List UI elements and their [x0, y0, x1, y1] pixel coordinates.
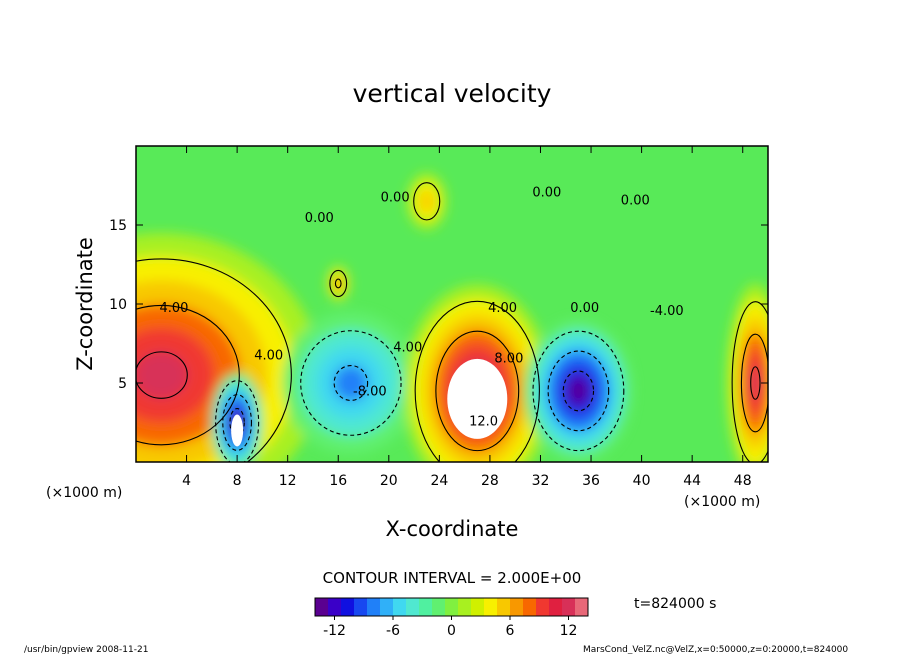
contour-line: [136, 258, 292, 462]
contour-line: [222, 394, 253, 451]
x-axis-label: X-coordinate: [386, 517, 519, 541]
field-level: [335, 279, 342, 288]
contour-line: [300, 330, 402, 436]
contour-label: 4.00: [254, 348, 283, 363]
contour-line: [740, 333, 768, 433]
x-unit-left: (×1000 m): [46, 485, 122, 501]
contour-labels: 4.00 4.00 -8.00 4.00 4.00 8.00 12.0 0.00 0.00 0.0…: [159, 186, 683, 430]
x-tick-label: 36: [582, 473, 600, 489]
colorbar-swatch: [575, 598, 589, 616]
field-level: [750, 366, 761, 400]
x-axis: 4 8 12 16 20 24 28 32 36 40 44 48: [182, 146, 752, 489]
contour-interval-text: CONTOUR INTERVAL = 2.000E+00: [323, 569, 582, 587]
contour-line: [414, 300, 540, 462]
x-tick-label: 28: [481, 473, 499, 489]
colorbar-tick-label: -12: [323, 623, 346, 639]
colorbar-swatch: [510, 598, 524, 616]
contour-line: [136, 351, 188, 399]
contour-label: 4.00: [159, 301, 188, 316]
colorbar-tick-label: -6: [386, 623, 400, 639]
field-level: [136, 351, 188, 399]
colorbar-swatch: [367, 598, 381, 616]
colorbar-swatch: [562, 598, 576, 616]
colorbar-swatch: [380, 598, 394, 616]
colorbar-swatch: [497, 598, 511, 616]
contour-line: [731, 301, 768, 462]
colorbar-swatch: [458, 598, 472, 616]
field-level: [333, 365, 368, 401]
x-tick-label: 44: [683, 473, 701, 489]
colorbar-swatch: [341, 598, 355, 616]
x-tick-label: 24: [430, 473, 448, 489]
colorbar: -12 -6 0 6 12: [314, 597, 589, 639]
plot-field: 4.00 4.00 -8.00 4.00 4.00 8.00 12.0 0.00 0.00 0.0…: [136, 146, 768, 462]
footer-left: /usr/bin/gpview 2008-11-21: [24, 645, 148, 654]
colorbar-swatch: [406, 598, 420, 616]
y-tick-label: 15: [109, 218, 127, 234]
contour-label: -4.00: [650, 304, 684, 319]
contour-label: 4.00: [393, 340, 422, 355]
y-tick-label: 10: [109, 297, 127, 313]
contour-line: [435, 330, 520, 452]
contour-label: 4.00: [488, 301, 517, 316]
x-tick-label: 40: [633, 473, 651, 489]
colorbar-swatch: [315, 598, 329, 616]
contour-line: [333, 365, 369, 401]
x-tick-label: 32: [532, 473, 550, 489]
contour-line: [562, 370, 595, 412]
colorbar-swatch: [445, 598, 459, 616]
contour-label: 0.00: [305, 211, 334, 226]
contour-line: [750, 366, 761, 400]
contour-label: 0.00: [570, 301, 599, 316]
x-tick-label: 20: [380, 473, 398, 489]
contour-line: [215, 380, 260, 462]
field-level: [420, 191, 434, 211]
x-tick-label: 4: [182, 473, 191, 489]
colorbar-swatch: [393, 598, 407, 616]
time-text: t=824000 s: [634, 596, 716, 612]
contour-label: 8.00: [494, 351, 523, 366]
colorbar-swatch: [354, 598, 368, 616]
contour-line: [329, 269, 348, 298]
footer-right: MarsCond_VelZ.nc@VelZ,x=0:50000,z=0:2000…: [583, 645, 848, 654]
colorbar-swatch: [471, 598, 485, 616]
y-tick-label: 5: [118, 376, 127, 392]
y-axis-label: Z-coordinate: [73, 237, 97, 371]
contour-line: [136, 304, 240, 446]
saturated-core: [447, 358, 508, 439]
contour-lines: [136, 182, 768, 462]
x-tick-label: 16: [329, 473, 347, 489]
contour-label: 0.00: [621, 193, 650, 208]
contour-label: 12.0: [469, 415, 498, 430]
contour-line: [532, 330, 625, 452]
colorbar-swatch: [536, 598, 550, 616]
x-unit-right: (×1000 m): [684, 494, 760, 510]
x-tick-label: 12: [279, 473, 297, 489]
contour-label: 0.00: [381, 190, 410, 205]
saturated-core: [231, 414, 244, 447]
field-level: [570, 380, 587, 402]
x-tick-label: 48: [734, 473, 752, 489]
colorbar-tick-label: 0: [447, 623, 456, 639]
colorbar-swatch: [549, 598, 563, 616]
colorbar-swatch: [523, 598, 537, 616]
y-axis: 5 10 15: [109, 218, 768, 392]
contour-line: [547, 350, 610, 432]
colorbar-tick-label: 6: [506, 623, 515, 639]
colorbar-swatch: [432, 598, 446, 616]
x-tick-label: 8: [233, 473, 242, 489]
contour-line: [413, 182, 441, 221]
colorbar-swatch: [484, 598, 498, 616]
colorbar-swatch: [419, 598, 433, 616]
chart-title: vertical velocity: [353, 79, 552, 108]
colorbar-tick-label: 12: [560, 623, 578, 639]
contour-label: -8.00: [353, 385, 387, 400]
contour-line: [334, 278, 342, 289]
contour-label: 0.00: [532, 186, 561, 201]
colorbar-swatch: [328, 598, 342, 616]
